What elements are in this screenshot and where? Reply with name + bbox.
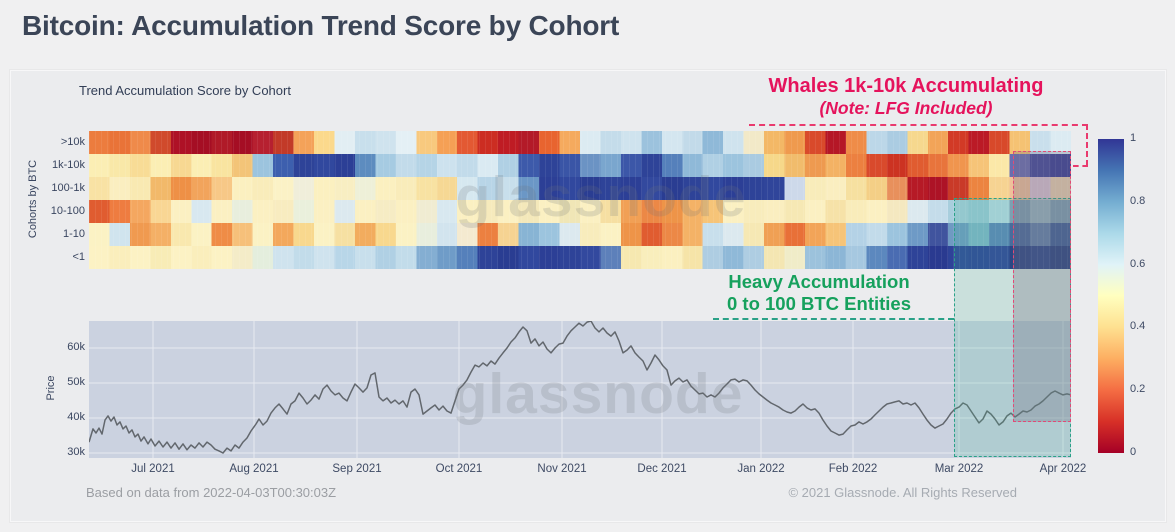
x-tick-label: Nov 2021 — [537, 463, 587, 475]
colorbar-tick-label: 0.4 — [1130, 320, 1146, 333]
cohort-row-label: 1-10 — [62, 228, 85, 240]
heatmap-row-1-10[interactable] — [89, 223, 1071, 246]
price-tick-label: 50k — [67, 376, 85, 388]
x-tick-label: Jul 2021 — [131, 463, 175, 475]
page-title: Bitcoin: Accumulation Trend Score by Coh… — [22, 10, 620, 41]
colorbar-tick-label: 0 — [1130, 446, 1137, 458]
heatmap-plot[interactable] — [89, 131, 1071, 269]
chart-card: Trend Accumulation Score by Cohort Cohor… — [10, 70, 1166, 522]
price-line-chart — [89, 321, 1071, 458]
cohort-row-label: <1 — [72, 251, 85, 263]
x-tick-label: Feb 2022 — [828, 463, 878, 475]
heatmap-row-10k[interactable] — [89, 131, 1071, 154]
x-tick-label: Dec 2021 — [637, 463, 687, 475]
whales-annotation-note: (Note: LFG Included) — [819, 98, 993, 118]
colorbar-tick-label: 1 — [1130, 132, 1137, 144]
heatmap-row-10-100[interactable] — [89, 200, 1071, 223]
heavy-annotation-underline — [713, 318, 954, 320]
heavy-annotation-line2: 0 to 100 BTC Entities — [726, 293, 911, 314]
btc-price-line — [89, 321, 1071, 454]
colorbar-tick-label: 0.2 — [1130, 383, 1146, 396]
price-tick-label: 40k — [67, 411, 85, 423]
chart-subtitle: Trend Accumulation Score by Cohort — [79, 83, 291, 98]
cohort-row-label: 100-1k — [51, 182, 85, 194]
x-tick-label: Oct 2021 — [435, 463, 483, 475]
x-tick-label: Jan 2022 — [737, 463, 785, 475]
data-source-note: Based on data from 2022-04-03T00:30:03Z — [86, 485, 337, 500]
x-tick-label: Apr 2022 — [1039, 463, 1087, 475]
price-tick-label: 60k — [67, 341, 85, 353]
heatmap-row-1k-10k[interactable] — [89, 154, 1071, 177]
colorbar-tick-label: 0.8 — [1130, 194, 1146, 207]
price-plot[interactable] — [89, 321, 1071, 458]
colorbar-tick-label: 0.6 — [1130, 257, 1146, 270]
whales-highlight-region — [1013, 151, 1071, 422]
whales-bracket-line-horizontal — [749, 124, 1088, 126]
heatmap-row-100-1k[interactable] — [89, 177, 1071, 200]
whales-bracket-line-connector — [1073, 165, 1088, 167]
copyright-note: © 2021 Glassnode. All Rights Reserved — [788, 485, 1017, 500]
score-colorbar[interactable] — [1098, 139, 1124, 453]
whales-bracket-line-vertical — [1086, 124, 1088, 166]
cohort-row-label: >10k — [60, 136, 85, 148]
x-tick-label: Sep 2021 — [332, 463, 382, 475]
heavy-annotation-line1: Heavy Accumulation — [728, 271, 910, 292]
heatmap-row-1[interactable] — [89, 246, 1071, 269]
whales-annotation-title: Whales 1k-10k Accumulating — [768, 75, 1044, 97]
cohort-row-label: 10-100 — [50, 205, 85, 217]
x-tick-label: Mar 2022 — [934, 463, 984, 475]
x-tick-label: Aug 2021 — [229, 463, 279, 475]
price-tick-label: 30k — [67, 446, 85, 458]
cohort-row-label: 1k-10k — [51, 159, 85, 171]
